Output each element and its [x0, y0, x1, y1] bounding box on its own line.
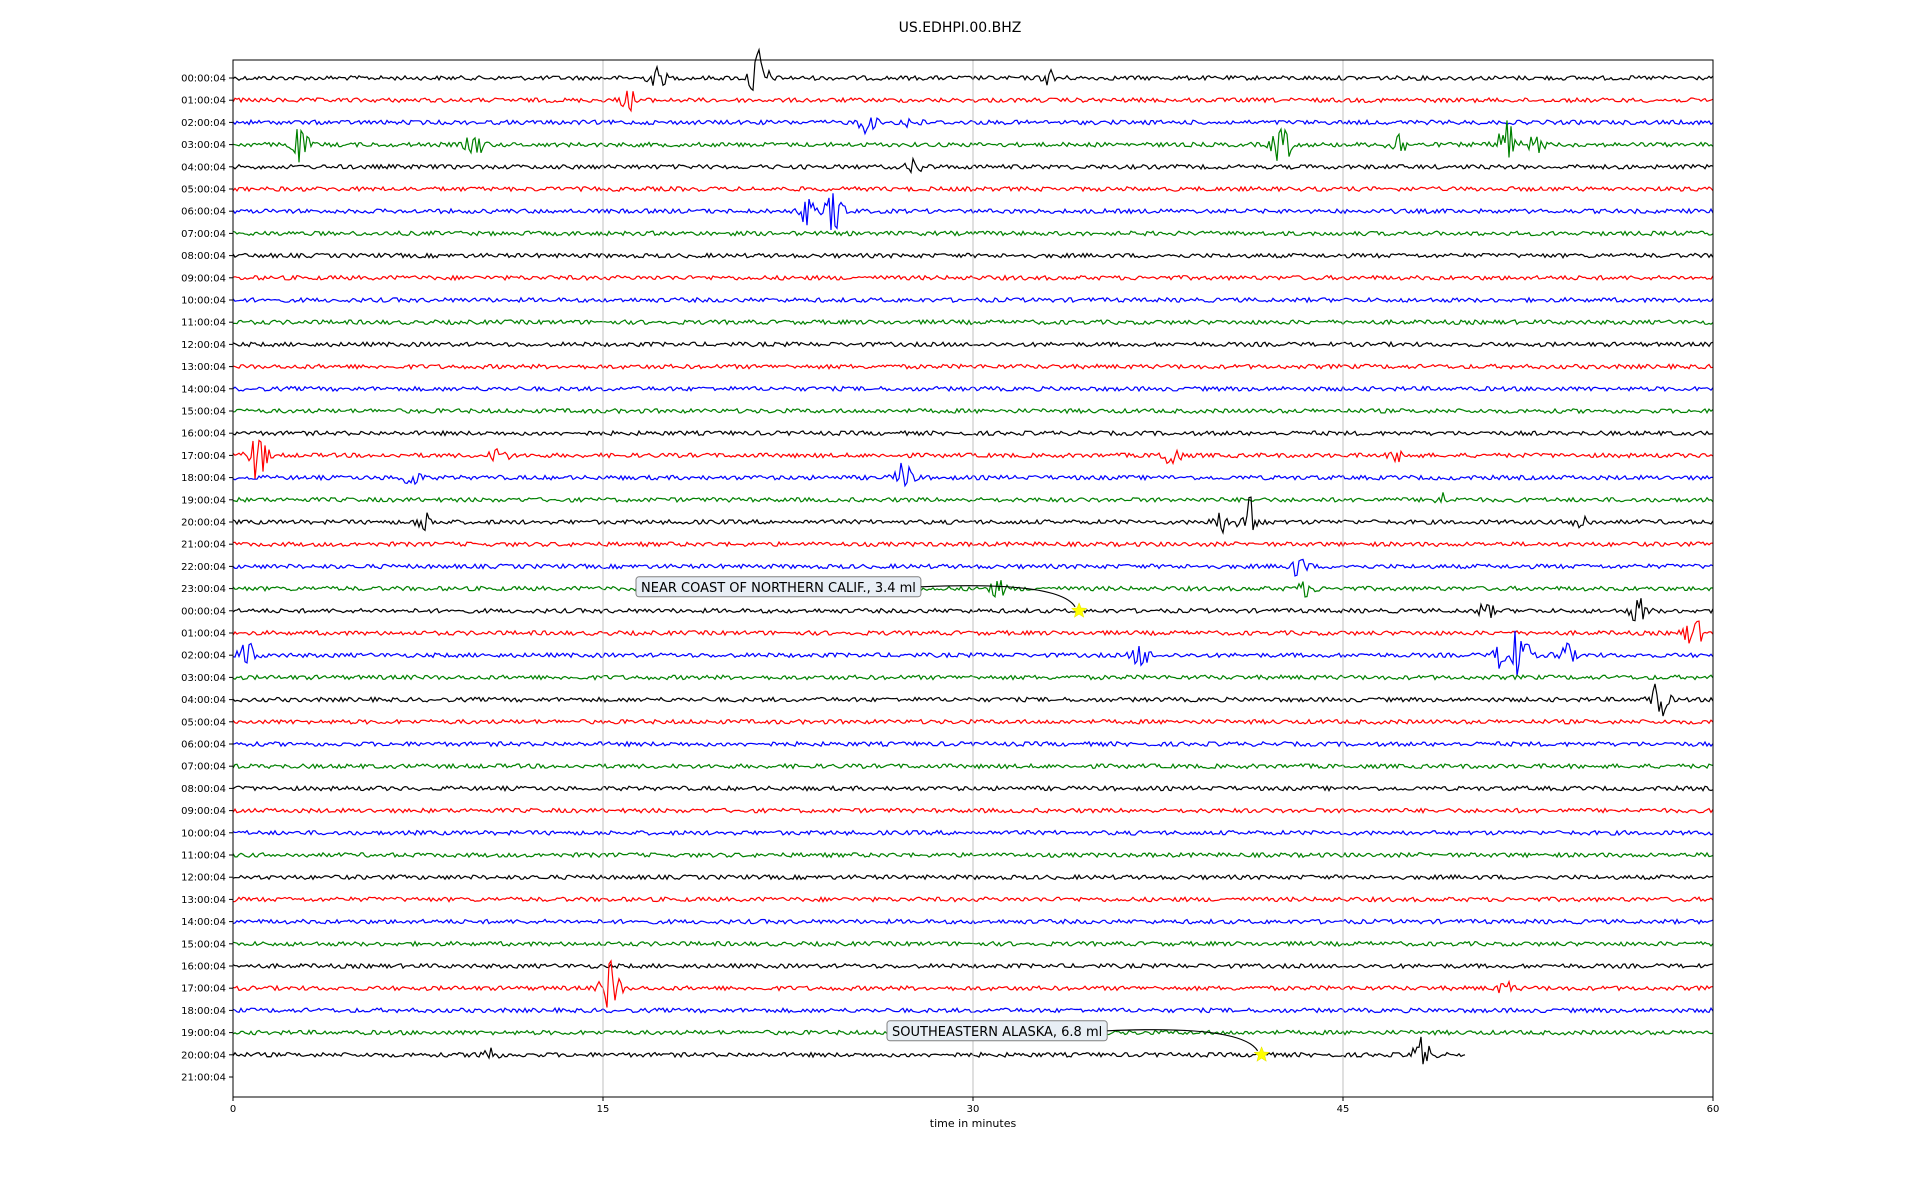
y-tick-label: 09:00:04 — [181, 273, 226, 284]
y-tick-label: 13:00:04 — [181, 895, 226, 906]
y-tick-label: 19:00:04 — [181, 1028, 226, 1039]
y-tick-label: 04:00:04 — [181, 695, 226, 706]
event-annotation: NEAR COAST OF NORTHERN CALIF., 3.4 ml — [635, 576, 1088, 618]
x-tick-label: 0 — [230, 1104, 236, 1115]
y-tick-label: 10:00:04 — [181, 828, 226, 839]
y-tick-label: 01:00:04 — [181, 96, 226, 107]
y-tick-label: 07:00:04 — [181, 229, 226, 240]
y-tick-label: 02:00:04 — [181, 651, 226, 662]
annotation-box — [886, 1020, 1108, 1042]
y-tick-label: 20:00:04 — [181, 1050, 226, 1061]
y-tick-label: 17:00:04 — [181, 451, 226, 462]
y-tick-label: 12:00:04 — [181, 873, 226, 884]
y-tick-label: 21:00:04 — [181, 540, 226, 551]
y-tick-label: 15:00:04 — [181, 939, 226, 950]
y-tick-label: 08:00:04 — [181, 251, 226, 262]
y-tick-label: 18:00:04 — [181, 1006, 226, 1017]
y-tick-label: 05:00:04 — [181, 185, 226, 196]
annotation-box — [635, 576, 922, 598]
y-tick-label: 11:00:04 — [181, 318, 226, 329]
y-tick-label: 04:00:04 — [181, 162, 226, 173]
annotation-text: NEAR COAST OF NORTHERN CALIF., 3.4 ml — [641, 581, 916, 596]
y-tick-label: 05:00:04 — [181, 717, 226, 728]
seismic-trace — [232, 1036, 1466, 1065]
y-tick-label: 07:00:04 — [181, 762, 226, 773]
y-tick-label: 23:00:04 — [181, 584, 226, 595]
y-tick-label: 00:00:04 — [181, 74, 226, 85]
y-tick-label: 11:00:04 — [181, 851, 226, 862]
y-tick-label: 01:00:04 — [181, 629, 226, 640]
x-axis-label: time in minutes — [929, 1117, 1017, 1130]
y-tick-label: 02:00:04 — [181, 118, 226, 129]
y-tick-label: 09:00:04 — [181, 806, 226, 817]
x-tick-label: 45 — [1337, 1104, 1350, 1115]
y-tick-label: 00:00:04 — [181, 606, 226, 617]
annotations-layer: NEAR COAST OF NORTHERN CALIF., 3.4 ml SOU… — [635, 576, 1270, 1062]
annotation-arrow — [920, 585, 1076, 608]
annotation-arrow — [1107, 1029, 1259, 1052]
y-tick-label: 16:00:04 — [181, 962, 226, 973]
y-tick-label: 06:00:04 — [181, 740, 226, 751]
event-annotation: SOUTHEASTERN ALASKA, 6.8 ml — [886, 1020, 1270, 1062]
chart-title: US.EDHPI.00.BHZ — [898, 20, 1022, 36]
y-tick-label: 21:00:04 — [181, 1073, 226, 1084]
y-tick-label: 19:00:04 — [181, 495, 226, 506]
y-tick-label: 13:00:04 — [181, 362, 226, 373]
x-tick-label: 30 — [967, 1104, 980, 1115]
y-tick-label: 08:00:04 — [181, 784, 226, 795]
x-tick-label: 60 — [1707, 1104, 1720, 1115]
y-tick-label: 14:00:04 — [181, 384, 226, 395]
y-tick-label: 12:00:04 — [181, 340, 226, 351]
y-tick-label: 10:00:04 — [181, 296, 226, 307]
y-tick-label: 03:00:04 — [181, 673, 226, 684]
y-tick-label: 20:00:04 — [181, 518, 226, 529]
event-star-marker — [1253, 1046, 1270, 1062]
y-tick-label: 16:00:04 — [181, 429, 226, 440]
y-tick-label: 18:00:04 — [181, 473, 226, 484]
y-tick-label: 22:00:04 — [181, 562, 226, 573]
y-tick-label: 06:00:04 — [181, 207, 226, 218]
y-tick-label: 17:00:04 — [181, 984, 226, 995]
y-tick-label: 14:00:04 — [181, 917, 226, 928]
event-star-marker — [1070, 602, 1088, 618]
y-tick-label: 15:00:04 — [181, 407, 226, 418]
x-ticks: 0 15 30 45 60 — [230, 1097, 1720, 1115]
y-tick-label: 03:00:04 — [181, 140, 226, 151]
y-ticks: 00:00:04 01:00:04 02:00:04 03:00:04 04:00:04… — [181, 74, 233, 1084]
x-tick-label: 15 — [597, 1104, 610, 1115]
annotation-text: SOUTHEASTERN ALASKA, 6.8 ml — [892, 1025, 1102, 1040]
grid-layer — [602, 60, 1344, 1097]
